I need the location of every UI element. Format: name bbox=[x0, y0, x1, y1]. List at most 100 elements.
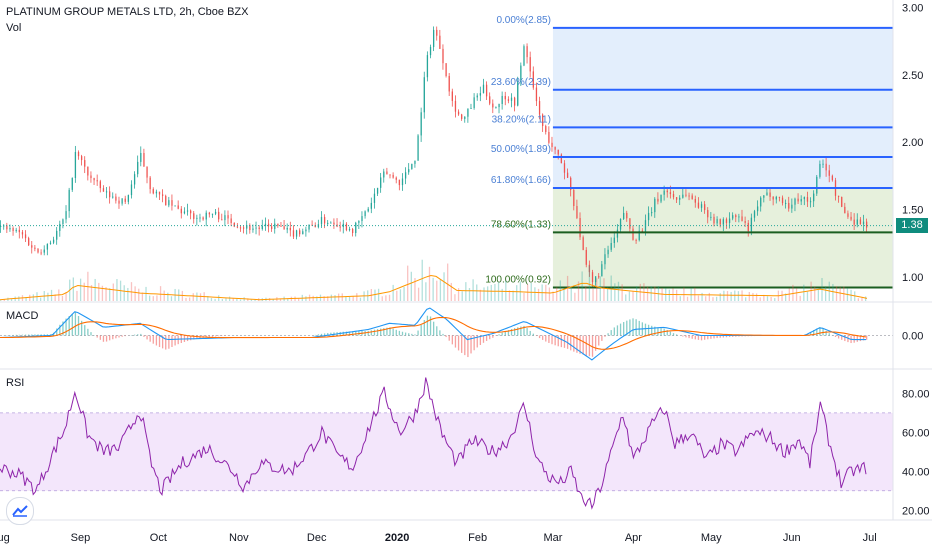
volume-bar bbox=[385, 295, 387, 301]
candle-body bbox=[199, 217, 201, 219]
candle-body bbox=[579, 218, 581, 238]
volume-bar bbox=[450, 282, 452, 301]
candle-body bbox=[161, 194, 164, 196]
candle-body bbox=[40, 252, 42, 254]
candle-body bbox=[510, 97, 513, 101]
candle-body bbox=[781, 197, 784, 204]
candle-body bbox=[560, 154, 563, 164]
macd-histogram-bar bbox=[520, 326, 522, 336]
volume-bar bbox=[766, 296, 769, 301]
volume-bar bbox=[675, 289, 678, 301]
volume-bar bbox=[686, 296, 689, 301]
candle-body bbox=[221, 219, 223, 221]
macd-histogram-bar bbox=[688, 335, 690, 339]
macd-histogram-bar bbox=[205, 335, 207, 338]
macd-line bbox=[0, 307, 866, 361]
candle-body bbox=[660, 194, 662, 202]
macd-histogram-bar bbox=[383, 328, 385, 336]
candle-body bbox=[71, 177, 73, 190]
rsi-pane[interactable] bbox=[0, 377, 893, 510]
macd-histogram-bar bbox=[21, 334, 24, 336]
candle-body bbox=[158, 191, 161, 195]
volume-bar bbox=[327, 296, 329, 301]
volume-bar bbox=[737, 291, 740, 301]
candle-body bbox=[80, 156, 83, 161]
volume-bar bbox=[447, 263, 449, 301]
volume-bar bbox=[421, 259, 423, 301]
candle-body bbox=[286, 227, 288, 230]
candle-body bbox=[707, 210, 709, 218]
macd-histogram-bar bbox=[666, 330, 668, 336]
macd-histogram-bar bbox=[859, 335, 862, 342]
candle-body bbox=[364, 211, 366, 217]
candle-body bbox=[140, 153, 142, 162]
volume-bar bbox=[221, 299, 223, 301]
price-pane[interactable]: 0.00%(2.85) 23.60%(2.39) 38.20%(2.11) 50.00… bbox=[0, 15, 893, 289]
volume-bar bbox=[788, 288, 790, 301]
macd-histogram-bar bbox=[186, 335, 189, 342]
macd-histogram-bar bbox=[554, 335, 556, 346]
macd-histogram-bar bbox=[96, 335, 98, 338]
volume-bar bbox=[127, 287, 129, 301]
candle-body bbox=[485, 84, 488, 97]
candle-body bbox=[557, 149, 559, 155]
volume-bar bbox=[399, 289, 402, 301]
candle-body bbox=[669, 192, 672, 195]
candle-body bbox=[46, 243, 49, 250]
macd-histogram-bar bbox=[31, 334, 33, 336]
fib-level-label: 61.80%(1.66) bbox=[491, 175, 551, 186]
candle-body bbox=[704, 204, 706, 211]
time-tick-label: Feb bbox=[468, 532, 487, 544]
candle-body bbox=[682, 194, 684, 198]
candle-body bbox=[233, 222, 235, 227]
volume-bar bbox=[705, 296, 707, 301]
candle-body bbox=[850, 216, 852, 220]
rsi-tick-label: 60.00 bbox=[902, 427, 930, 439]
macd-pane[interactable] bbox=[0, 307, 893, 361]
macd-histogram-bar bbox=[732, 335, 734, 337]
volume-bar bbox=[581, 271, 583, 301]
candle-body bbox=[866, 221, 868, 228]
price-tick-label: 1.50 bbox=[902, 205, 923, 217]
macd-histogram-bar bbox=[485, 335, 488, 341]
macd-histogram-bar bbox=[112, 335, 114, 340]
macd-histogram-bar bbox=[847, 335, 849, 343]
candle-body bbox=[647, 212, 650, 221]
volume-bar bbox=[697, 295, 700, 301]
volume-bar bbox=[748, 291, 750, 301]
macd-histogram-bar bbox=[115, 335, 117, 339]
candle-body bbox=[563, 163, 566, 173]
fib-zone-lower bbox=[552, 187, 893, 288]
macd-histogram-bar bbox=[386, 327, 388, 336]
macd-histogram-bar bbox=[149, 335, 151, 342]
candle-body bbox=[211, 213, 214, 215]
volume-bar bbox=[170, 296, 173, 301]
candle-body bbox=[24, 234, 27, 239]
candle-body bbox=[529, 57, 531, 72]
candle-body bbox=[133, 174, 136, 185]
candle-body bbox=[261, 226, 263, 229]
candle-body bbox=[112, 196, 114, 198]
candle-body bbox=[267, 223, 270, 227]
macd-histogram-bar bbox=[314, 334, 316, 336]
macd-histogram-bar bbox=[221, 335, 223, 337]
candle-body bbox=[348, 228, 351, 231]
candle-body bbox=[841, 196, 843, 207]
macd-histogram-bar bbox=[716, 335, 718, 339]
candle-body bbox=[554, 147, 556, 150]
volume-label: Vol bbox=[6, 22, 22, 34]
volume-bar bbox=[105, 287, 107, 301]
rsi-tick-label: 40.00 bbox=[902, 466, 930, 478]
macd-histogram-bar bbox=[725, 335, 728, 338]
candle-body bbox=[271, 226, 273, 229]
macd-histogram-bar bbox=[657, 327, 659, 336]
rsi-line bbox=[0, 377, 867, 510]
candle-body bbox=[401, 178, 404, 186]
macd-histogram-bar bbox=[24, 334, 27, 336]
candle-body bbox=[37, 248, 39, 253]
volume-bar bbox=[83, 282, 85, 301]
candle-body bbox=[99, 181, 101, 189]
candle-body bbox=[672, 194, 675, 198]
tradingview-logo-icon[interactable] bbox=[6, 497, 34, 525]
